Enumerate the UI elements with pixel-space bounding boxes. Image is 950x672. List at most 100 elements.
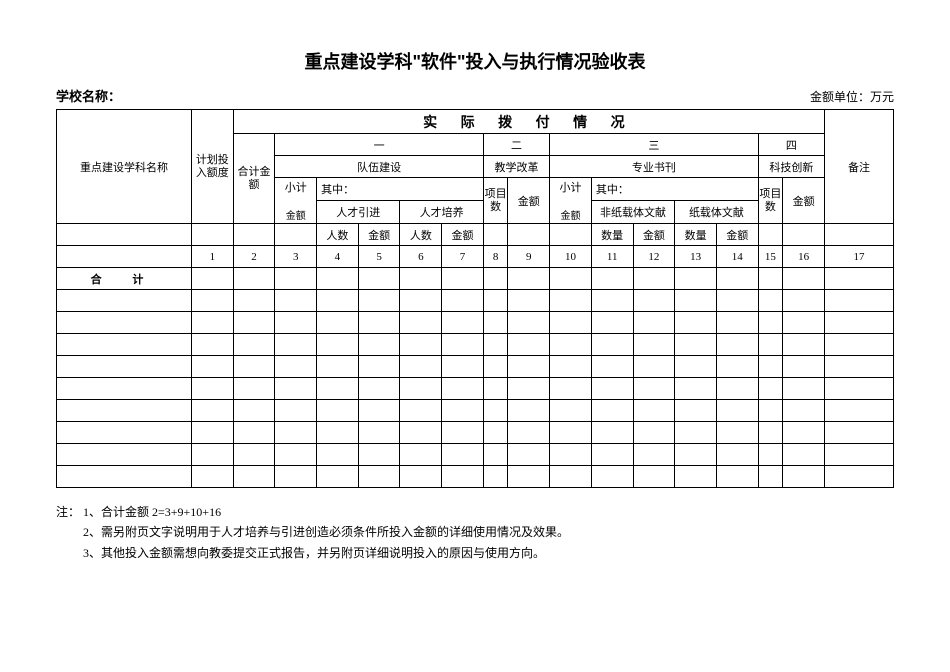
table-cell — [675, 378, 717, 400]
table-cell — [716, 422, 758, 444]
table-cell — [400, 312, 442, 334]
table-cell — [275, 422, 317, 444]
table-cell — [233, 290, 275, 312]
blank-h — [191, 224, 233, 246]
total-cell — [633, 268, 675, 290]
table-cell — [758, 422, 783, 444]
table-cell — [550, 466, 592, 488]
col-actual: 实 际 拨 付 情 况 — [233, 110, 824, 134]
team-build: 队伍建设 — [275, 156, 484, 178]
total-cell — [317, 268, 359, 290]
table-cell — [633, 356, 675, 378]
paper: 纸载体文献 — [675, 201, 758, 224]
note-line: 3、其他投入金额需想向教委提交正式报告，并另附页详细说明投入的原因与使用方向。 — [56, 543, 894, 563]
amt-4: 金额 — [716, 224, 758, 246]
total-row: 合 计 — [57, 268, 894, 290]
total-cell — [191, 268, 233, 290]
table-cell — [358, 444, 400, 466]
total-cell — [716, 268, 758, 290]
table-row — [57, 378, 894, 400]
amt-2: 金额 — [442, 224, 484, 246]
index-cell: 3 — [275, 246, 317, 268]
table-cell — [317, 466, 359, 488]
blank-h — [508, 224, 550, 246]
table-cell — [191, 334, 233, 356]
table-cell — [825, 400, 894, 422]
table-cell — [783, 290, 825, 312]
table-cell — [633, 400, 675, 422]
table-cell — [783, 356, 825, 378]
total-cell — [783, 268, 825, 290]
total-cell — [758, 268, 783, 290]
index-cell: 17 — [825, 246, 894, 268]
count-2: 人数 — [400, 224, 442, 246]
table-cell — [550, 378, 592, 400]
table-cell — [550, 290, 592, 312]
table-row — [57, 466, 894, 488]
table-cell — [483, 312, 508, 334]
table-cell — [275, 290, 317, 312]
table-cell — [508, 400, 550, 422]
blank-h — [550, 224, 592, 246]
table-cell — [400, 466, 442, 488]
index-row: 1234567891011121314151617 — [57, 246, 894, 268]
table-cell — [508, 290, 550, 312]
blank-body — [57, 290, 894, 488]
table-cell — [758, 290, 783, 312]
table-cell — [442, 444, 484, 466]
table-cell — [317, 356, 359, 378]
table-cell — [675, 312, 717, 334]
table-cell — [442, 312, 484, 334]
table-cell — [508, 466, 550, 488]
journal: 专业书刊 — [550, 156, 759, 178]
table-cell — [275, 444, 317, 466]
table-cell — [783, 422, 825, 444]
proj-count-2: 项目数 — [758, 178, 783, 224]
table-row — [57, 400, 894, 422]
col-name: 重点建设学科名称 — [57, 110, 192, 224]
amt-3: 金额 — [633, 224, 675, 246]
header-row-6: 人数 金额 人数 金额 数量 金额 数量 金额 — [57, 224, 894, 246]
amt-1: 金额 — [358, 224, 400, 246]
table-cell — [57, 400, 192, 422]
total-cell — [825, 268, 894, 290]
table-cell — [275, 400, 317, 422]
total-cell — [591, 268, 633, 290]
table-cell — [275, 356, 317, 378]
table-cell — [358, 422, 400, 444]
index-cell: 5 — [358, 246, 400, 268]
table-cell — [442, 378, 484, 400]
table-cell — [358, 400, 400, 422]
table-cell — [233, 422, 275, 444]
blank-h — [275, 224, 317, 246]
blank-h — [233, 224, 275, 246]
table-cell — [191, 378, 233, 400]
sec-1: 一 — [275, 134, 484, 156]
table-cell — [758, 312, 783, 334]
main-table: 重点建设学科名称 计划投入额度 实 际 拨 付 情 况 备注 合计金额 一 二 … — [56, 109, 894, 488]
table-cell — [358, 466, 400, 488]
count-1: 人数 — [317, 224, 359, 246]
table-cell — [233, 378, 275, 400]
table-cell — [57, 290, 192, 312]
qizhong-2: 其中： — [591, 178, 758, 201]
qty-2: 数量 — [675, 224, 717, 246]
table-cell — [633, 466, 675, 488]
total-cell — [358, 268, 400, 290]
table-cell — [675, 334, 717, 356]
table-cell — [483, 378, 508, 400]
table-cell — [57, 334, 192, 356]
table-cell — [716, 312, 758, 334]
table-cell — [758, 466, 783, 488]
note-line: 2、需另附页文字说明用于人才培养与引进创造必须条件所投入金额的详细使用情况及效果… — [56, 522, 894, 542]
table-cell — [508, 378, 550, 400]
table-row — [57, 290, 894, 312]
table-cell — [191, 356, 233, 378]
index-cell: 7 — [442, 246, 484, 268]
table-cell — [550, 422, 592, 444]
table-cell — [358, 356, 400, 378]
table-row — [57, 334, 894, 356]
table-cell — [233, 356, 275, 378]
table-cell — [675, 290, 717, 312]
table-cell — [483, 290, 508, 312]
